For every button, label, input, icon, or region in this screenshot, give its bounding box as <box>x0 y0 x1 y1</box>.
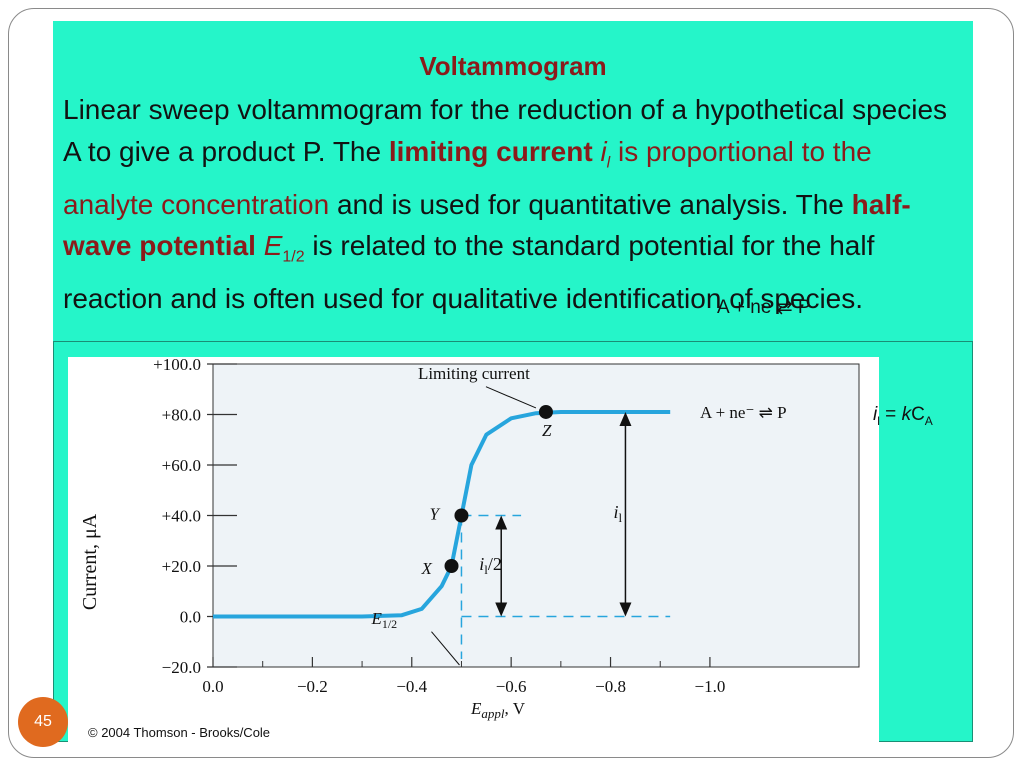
il-symbol: i <box>600 135 607 167</box>
x-tick-label: 0.0 <box>202 677 223 696</box>
y-tick-label: +60.0 <box>162 456 201 475</box>
side-eq-k: k <box>901 404 912 425</box>
y-tick-label: +80.0 <box>162 406 201 425</box>
voltammogram-chart: +100.0 +80.0 +60.0 +40.0 +20.0 0.0 −20.0 0.0 −0.… <box>68 357 879 742</box>
point-x <box>444 559 459 573</box>
limiting-current-annotation: Limiting current <box>418 364 530 383</box>
term-limiting-current: limiting current <box>388 135 593 167</box>
side-eq-c-sub: A <box>924 413 933 428</box>
x-tick-label: −1.0 <box>695 677 726 696</box>
x-axis-label-unit: , V <box>505 699 526 718</box>
e-half-symbol: E <box>263 230 283 262</box>
body-text-part2: is proportional to the analyte concentra… <box>63 135 872 220</box>
x-axis-label-symbol: E <box>470 699 482 718</box>
side-eq-i-sub: l <box>877 413 880 428</box>
slide-title: Voltammogram <box>419 51 607 81</box>
limiting-current-arrow-head-up <box>619 411 632 426</box>
reaction-annotation: A + ne⁻ ⇌ P <box>700 403 787 422</box>
y-tick-label: 0.0 <box>180 608 201 627</box>
x-axis-label-subscript: appl <box>481 706 505 721</box>
y-tick-label: +40.0 <box>162 507 201 526</box>
overlay-equation: A + ne ⇄ P <box>717 297 811 318</box>
il-subscript: l <box>606 154 611 172</box>
e-half-annotation: E1/2 <box>370 609 397 631</box>
x-tick-label: −0.8 <box>595 677 626 696</box>
point-label-z: Z <box>542 421 552 440</box>
x-tick-label: −0.6 <box>496 677 527 696</box>
half-current-arrow-head-up <box>495 515 508 530</box>
side-eq-equals: = <box>879 404 902 425</box>
limiting-current-pointer <box>485 386 537 409</box>
term-half-wave-potential: half-wave potential <box>63 188 911 262</box>
voltammogram-svg: +100.0+80.0+60.0+40.0+20.00.0−20.00.0 −0.… <box>79 357 860 740</box>
x-tick-label: −0.2 <box>297 677 328 696</box>
y-tick-label: −20.0 <box>162 658 201 677</box>
point-label-x: X <box>421 559 433 578</box>
slide-body-text: Linear sweep voltammogram for the reduct… <box>63 89 963 320</box>
il-annotation: il <box>613 502 622 525</box>
slide-number: 45 <box>34 713 52 730</box>
x-axis-label: Eappl, V <box>470 699 526 721</box>
y-axis-label: Current, μA <box>79 513 101 610</box>
e-half-pointer <box>431 631 460 666</box>
e-half-subscript: 1/2 <box>282 248 305 266</box>
point-z <box>538 404 553 419</box>
point-label-y: Y <box>429 505 440 524</box>
side-equation: il = kCA <box>873 404 933 428</box>
body-text-part1: Linear sweep voltammogram for the reduct… <box>63 94 948 167</box>
body-text-part3: and is used for quantitative analysis. T… <box>329 188 852 220</box>
point-y <box>454 508 469 523</box>
slide-number-badge: 45 <box>18 697 68 747</box>
y-tick-label: +20.0 <box>162 557 201 576</box>
copyright-text: © 2004 Thomson - Brooks/Cole <box>88 725 270 740</box>
limiting-current-arrow-head-down <box>619 602 632 617</box>
x-tick-label: −0.4 <box>396 677 427 696</box>
il-half-annotation: il/2 <box>479 554 502 577</box>
side-eq-c: C <box>911 404 925 425</box>
text-panel: Voltammogram Linear sweep voltammogram f… <box>53 21 973 341</box>
y-tick-label: +100.0 <box>153 357 201 374</box>
body-text-part4: is related to the standard potential for… <box>63 230 875 315</box>
side-eq-i: i <box>873 404 878 425</box>
half-current-arrow-head-down <box>495 602 508 617</box>
